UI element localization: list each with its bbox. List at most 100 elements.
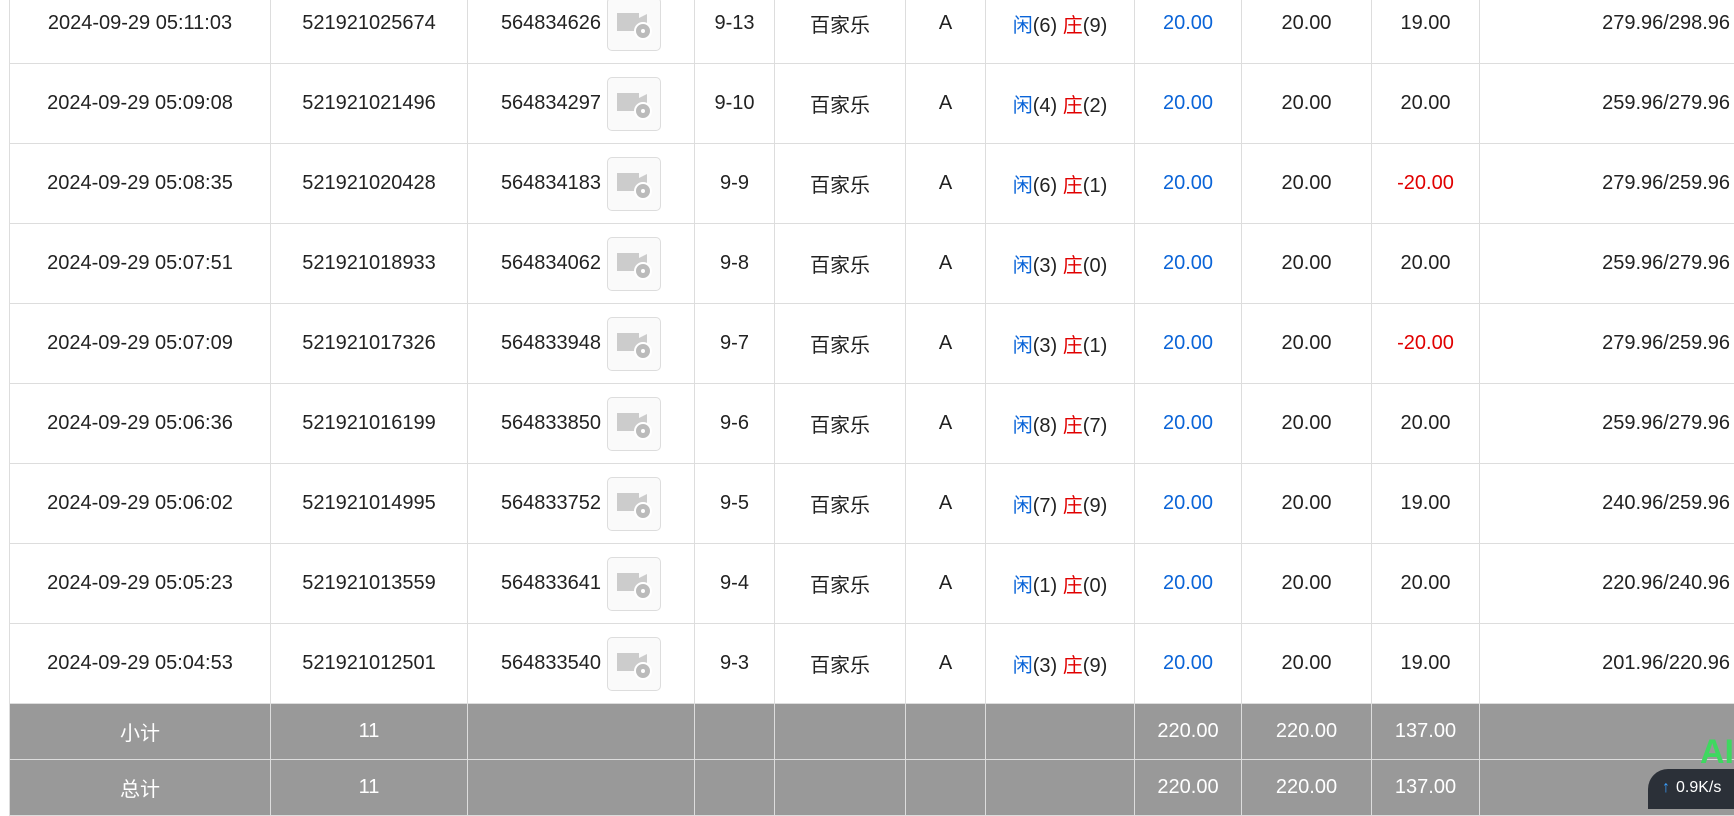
video-icon[interactable] <box>607 557 661 611</box>
table-cell: A <box>906 144 986 224</box>
table-cell: 9-9 <box>695 144 775 224</box>
summary-cell <box>695 760 775 816</box>
result-part: (1) <box>1033 575 1057 597</box>
table-cell: 20.00 <box>1135 464 1242 544</box>
game-id-text: 564834183 <box>501 172 601 195</box>
speed-text: 0.9K/s <box>1676 779 1721 796</box>
table-cell: 240.96/259.96 <box>1480 464 1734 544</box>
summary-cell: 总计 <box>10 760 271 816</box>
video-icon[interactable] <box>607 157 661 211</box>
result-part: 庄 <box>1063 95 1083 117</box>
table-cell: 闲(6) 庄(9) <box>986 0 1135 64</box>
video-icon[interactable] <box>607 0 661 51</box>
table-cell: 20.00 <box>1372 224 1480 304</box>
video-icon[interactable] <box>607 397 661 451</box>
table-cell: 9-5 <box>695 464 775 544</box>
game-id-text: 564833850 <box>501 412 601 435</box>
table-cell: A <box>906 464 986 544</box>
table-cell: 521921020428 <box>271 144 468 224</box>
result-part: (0) <box>1083 255 1107 277</box>
table-cell: 564833641 <box>468 544 695 624</box>
result-part: (3) <box>1033 255 1057 277</box>
table-cell: 9-6 <box>695 384 775 464</box>
table-cell: 20.00 <box>1135 144 1242 224</box>
table-cell: 闲(6) 庄(1) <box>986 144 1135 224</box>
table-cell: 259.96/279.96 <box>1480 384 1734 464</box>
table-cell: 百家乐 <box>775 384 906 464</box>
summary-cell <box>986 760 1135 816</box>
table-cell: 9-8 <box>695 224 775 304</box>
summary-cell <box>468 760 695 816</box>
result-part: 闲 <box>1013 495 1033 517</box>
table-cell: 20.00 <box>1242 64 1372 144</box>
table-cell: -20.00 <box>1372 144 1480 224</box>
result-part: 闲 <box>1013 415 1033 437</box>
table-cell: 百家乐 <box>775 544 906 624</box>
game-id: 564834183 <box>468 157 694 211</box>
up-arrow: ↑ <box>1662 779 1670 796</box>
table-cell: A <box>906 224 986 304</box>
table-cell: 521921016199 <box>271 384 468 464</box>
result-part: (9) <box>1083 495 1107 517</box>
result-part: 闲 <box>1013 95 1033 117</box>
video-icon[interactable] <box>607 637 661 691</box>
result-part: 庄 <box>1063 255 1083 277</box>
table-cell: 564833948 <box>468 304 695 384</box>
video-icon[interactable] <box>607 237 661 291</box>
table-cell: 2024-09-29 05:07:09 <box>10 304 271 384</box>
result-part: 闲 <box>1013 575 1033 597</box>
table-cell: A <box>906 624 986 704</box>
table-cell: 20.00 <box>1242 0 1372 64</box>
speed-widget[interactable]: ↑ 0.9K/s <box>1648 769 1734 809</box>
summary-cell: 137.00 <box>1372 704 1480 760</box>
table-cell: 9-3 <box>695 624 775 704</box>
table-cell: 20.00 <box>1135 624 1242 704</box>
summary-cell <box>775 760 906 816</box>
summary-cell: 220.00 <box>1242 760 1372 816</box>
result-part: (7) <box>1083 415 1107 437</box>
table-cell: 19.00 <box>1372 464 1480 544</box>
game-id: 564833540 <box>468 637 694 691</box>
result-part: 闲 <box>1013 175 1033 197</box>
table-cell: 19.00 <box>1372 624 1480 704</box>
table-cell: 20.00 <box>1135 304 1242 384</box>
game-id-text: 564833540 <box>501 652 601 675</box>
table-cell: 2024-09-29 05:09:08 <box>10 64 271 144</box>
table-cell: 564833850 <box>468 384 695 464</box>
result-part: 庄 <box>1063 655 1083 677</box>
table-cell: 20.00 <box>1135 384 1242 464</box>
table-cell: 9-10 <box>695 64 775 144</box>
table-cell: 闲(3) 庄(1) <box>986 304 1135 384</box>
video-icon[interactable] <box>607 317 661 371</box>
table-cell: 20.00 <box>1372 544 1480 624</box>
result-part: (3) <box>1033 335 1057 357</box>
table-cell: 百家乐 <box>775 0 906 64</box>
summary-cell: 220.00 <box>1135 704 1242 760</box>
table-cell: 564833752 <box>468 464 695 544</box>
table-cell: 百家乐 <box>775 624 906 704</box>
result-part: (6) <box>1033 175 1057 197</box>
video-icon[interactable] <box>607 477 661 531</box>
table-cell: 521921014995 <box>271 464 468 544</box>
summary-cell: 137.00 <box>1372 760 1480 816</box>
summary-cell <box>775 704 906 760</box>
video-icon[interactable] <box>607 77 661 131</box>
table-cell: 2024-09-29 05:05:23 <box>10 544 271 624</box>
table-cell: 9-7 <box>695 304 775 384</box>
table-cell: 521921017326 <box>271 304 468 384</box>
result-part: 闲 <box>1013 15 1033 37</box>
summary-cell: 11 <box>271 760 468 816</box>
table-cell: 2024-09-29 05:04:53 <box>10 624 271 704</box>
game-id-text: 564833948 <box>501 332 601 355</box>
table-cell: 259.96/279.96 <box>1480 64 1734 144</box>
game-id: 564833850 <box>468 397 694 451</box>
table-cell: 564834183 <box>468 144 695 224</box>
table-cell: A <box>906 544 986 624</box>
result-part: (1) <box>1083 175 1107 197</box>
